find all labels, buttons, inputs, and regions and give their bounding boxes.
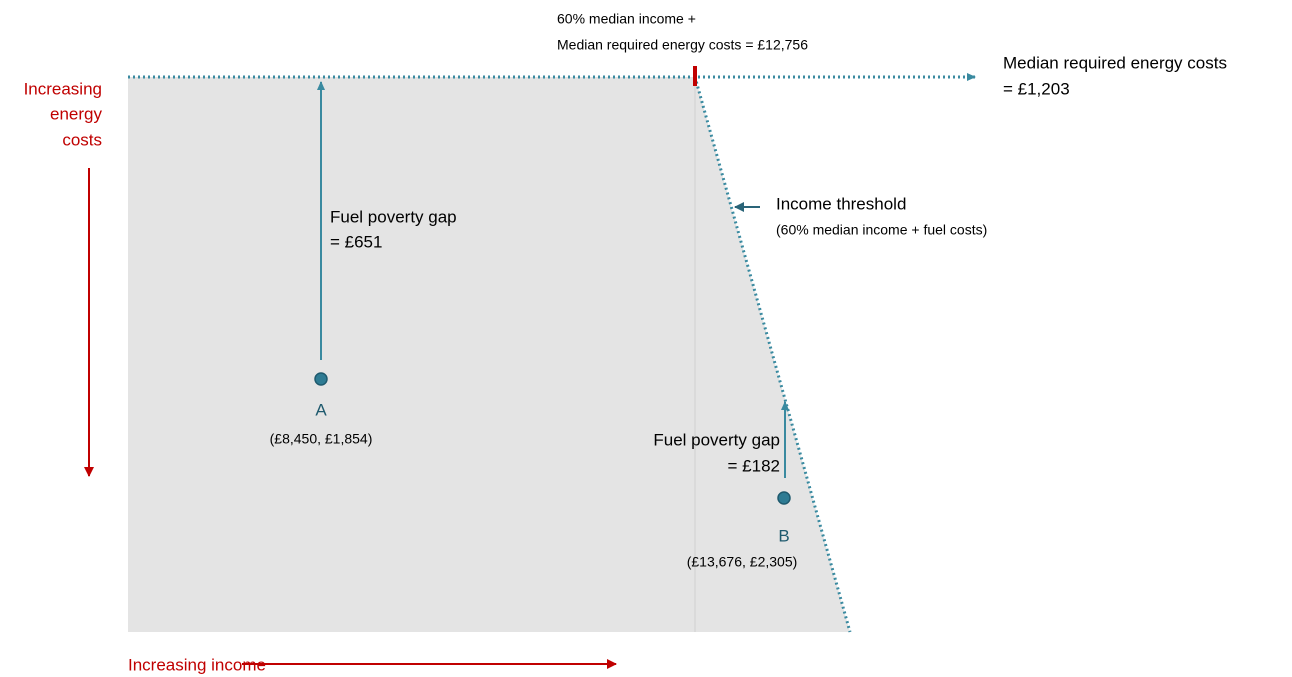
household-point xyxy=(777,491,791,505)
income-threshold-line xyxy=(693,76,852,633)
median-costs-label: = £1,203 xyxy=(1003,79,1070,98)
point-name: A xyxy=(315,400,327,419)
gap-label: = £651 xyxy=(330,232,382,251)
point-coords: (£8,450, £1,854) xyxy=(270,431,373,447)
household-point xyxy=(314,372,328,386)
x-axis-label: Increasing income xyxy=(128,655,266,674)
point-name: B xyxy=(778,526,789,545)
y-axis-label: costs xyxy=(62,130,102,149)
gap-label: = £182 xyxy=(728,456,780,475)
y-axis-label: Increasing xyxy=(24,79,102,98)
threshold-label: 60% median income + xyxy=(557,11,696,27)
gap-label: Fuel poverty gap xyxy=(330,207,457,226)
threshold-label: Median required energy costs = £12,756 xyxy=(557,37,808,53)
income-threshold-note: (60% median income + fuel costs) xyxy=(776,222,987,238)
fuel-poor-region xyxy=(128,77,850,632)
gap-label: Fuel poverty gap xyxy=(653,430,780,449)
income-threshold-label: Income threshold xyxy=(776,194,906,213)
point-coords: (£13,676, £2,305) xyxy=(687,554,798,570)
median-costs-label: Median required energy costs xyxy=(1003,53,1227,72)
y-axis-label: energy xyxy=(50,104,102,123)
